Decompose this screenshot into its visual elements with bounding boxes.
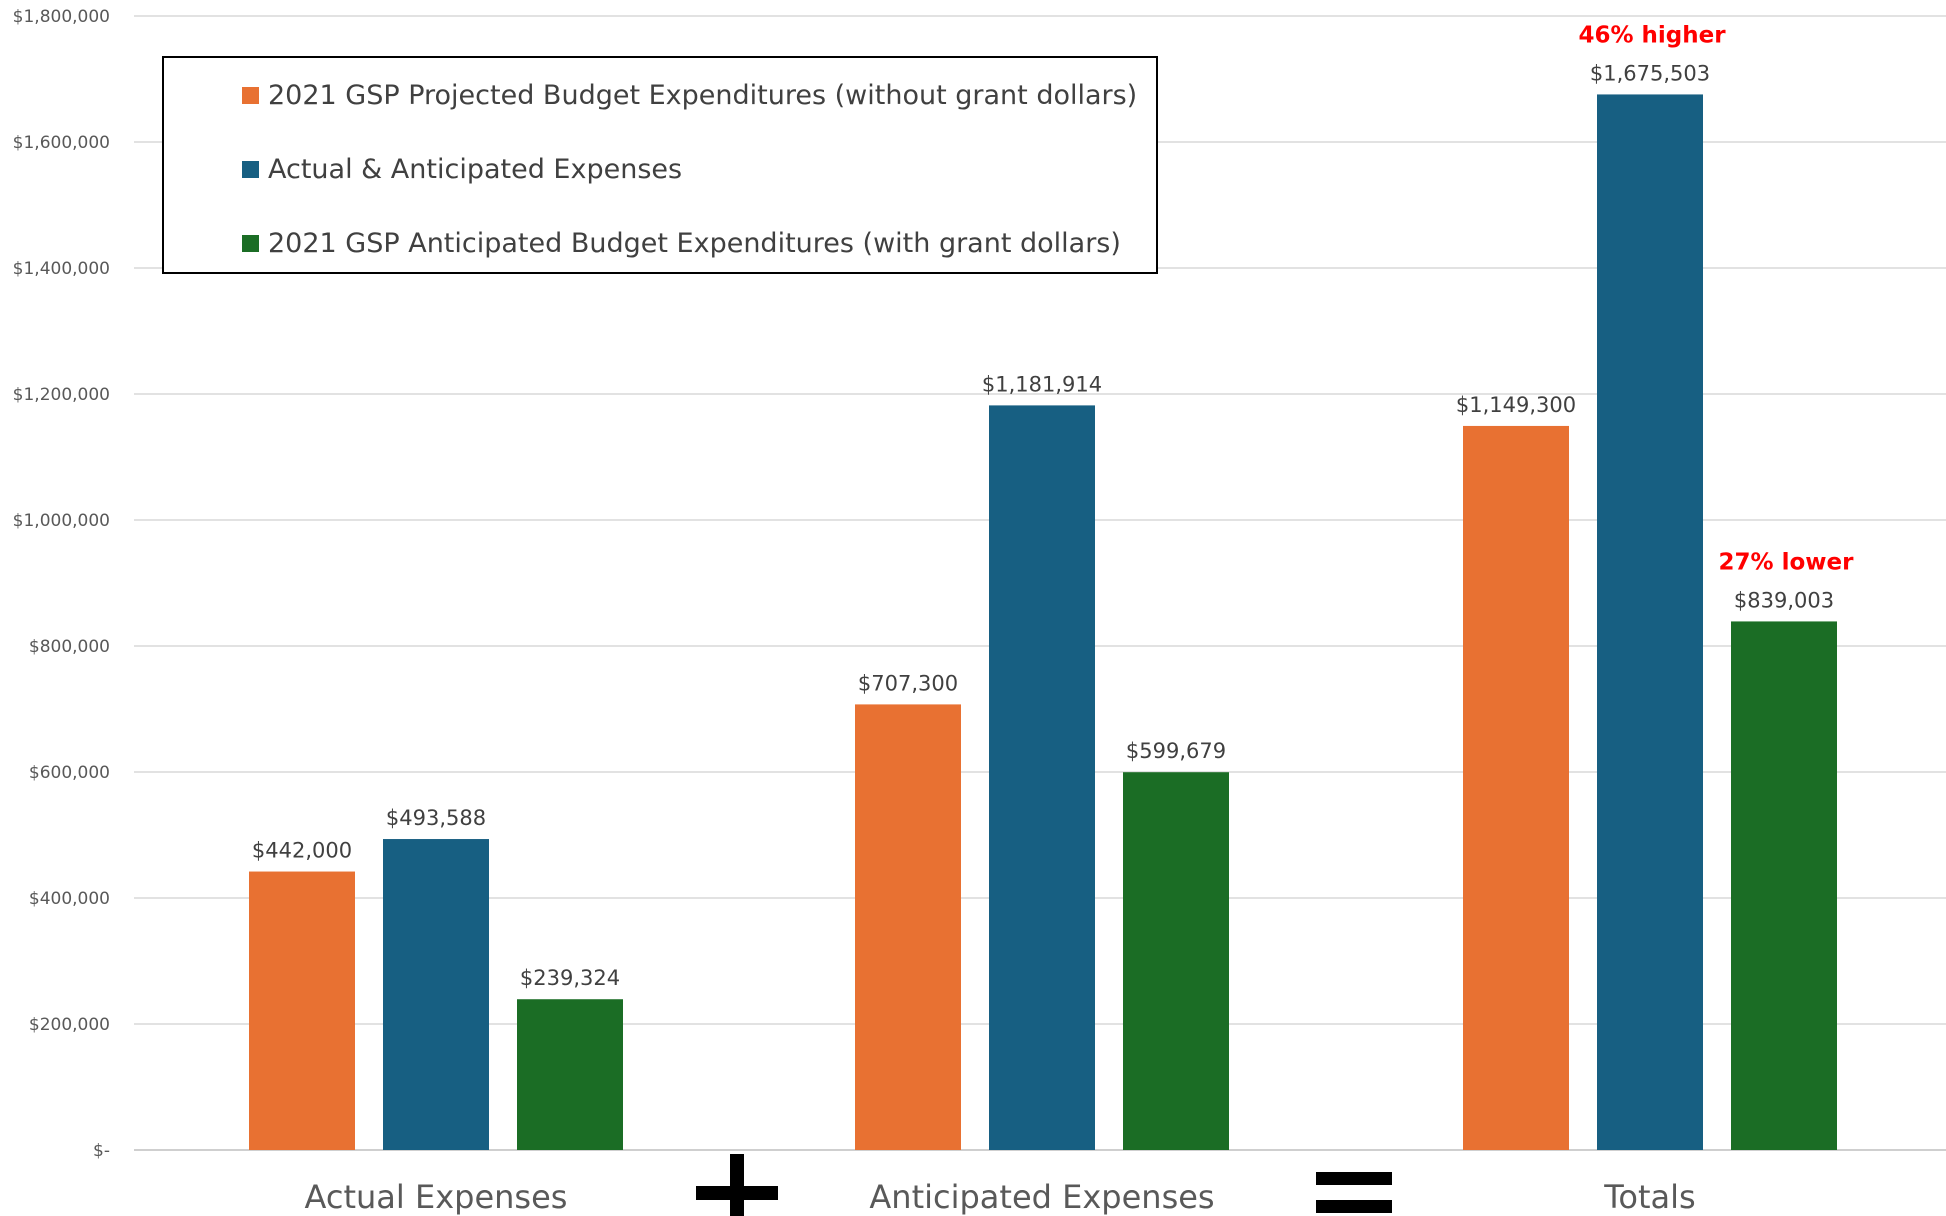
bar (989, 405, 1095, 1150)
y-tick-label: $1,400,000 (13, 259, 110, 279)
category-label: Actual Expenses (305, 1178, 568, 1216)
bar-value-label: $1,675,503 (1590, 61, 1710, 85)
legend-item-projected: 2021 GSP Projected Budget Expenditures (… (242, 80, 1137, 111)
y-tick-label: $1,800,000 (13, 7, 110, 27)
legend-swatch-blue (242, 161, 259, 178)
bar-value-label: $839,003 (1734, 588, 1834, 612)
y-tick-label: $200,000 (29, 1015, 110, 1035)
legend-label: 2021 GSP Projected Budget Expenditures (… (268, 80, 1138, 111)
legend-label: Actual & Anticipated Expenses (268, 154, 683, 185)
legend-swatch-green (242, 235, 259, 252)
bar (1463, 425, 1569, 1150)
bar (1597, 94, 1703, 1151)
bar-value-label: $493,588 (386, 806, 486, 830)
legend-item-actual-anticipated: Actual & Anticipated Expenses (242, 154, 682, 185)
y-tick-label: $1,000,000 (13, 511, 110, 531)
annotations: 46% higher 27% lower (1578, 22, 1854, 575)
bar (383, 839, 489, 1150)
y-tick-label: $800,000 (29, 637, 110, 657)
y-axis-tick-labels: $- $200,000 $400,000 $600,000 $800,000 $1,000… (13, 7, 110, 1161)
category-label: Totals (1603, 1178, 1695, 1216)
category-label: Anticipated Expenses (869, 1178, 1214, 1216)
category-labels: Actual Expenses Anticipated Expenses Total… (305, 1178, 1696, 1216)
plus-sign-vertical (730, 1154, 744, 1216)
equals-sign-bottom-bar (1316, 1200, 1392, 1213)
equals-sign-top-bar (1316, 1172, 1392, 1185)
legend-swatch-orange (242, 87, 259, 104)
data-labels: $442,000 $707,300 $1,149,300 $493,588 $1,181… (252, 61, 1834, 990)
bar-value-label: $1,149,300 (1456, 393, 1576, 417)
y-tick-label: $600,000 (29, 763, 110, 783)
y-tick-label: $- (93, 1141, 110, 1161)
annotation-label: 27% lower (1719, 549, 1855, 575)
y-tick-label: $1,600,000 (13, 133, 110, 153)
bar (517, 999, 623, 1150)
bar-value-label: $442,000 (252, 839, 352, 863)
bar-value-label: $1,181,914 (982, 372, 1102, 396)
bar (855, 704, 961, 1150)
chart-legend: 2021 GSP Projected Budget Expenditures (… (162, 56, 1158, 274)
bar (249, 871, 355, 1150)
annotation-label: 46% higher (1578, 22, 1726, 48)
bar-value-label: $239,324 (520, 966, 620, 990)
legend-item-with-grant: 2021 GSP Anticipated Budget Expenditures… (242, 228, 1121, 259)
bar (1123, 772, 1229, 1150)
legend-label: 2021 GSP Anticipated Budget Expenditures… (268, 228, 1121, 259)
y-tick-label: $400,000 (29, 889, 110, 909)
y-tick-label: $1,200,000 (13, 385, 110, 405)
bar (1731, 621, 1837, 1150)
bars (249, 94, 1837, 1151)
bar-value-label: $599,679 (1126, 739, 1226, 763)
bar-value-label: $707,300 (858, 671, 958, 695)
